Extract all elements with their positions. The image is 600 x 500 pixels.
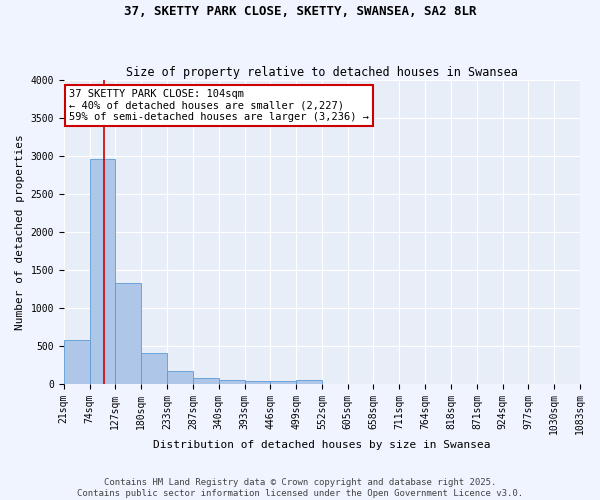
Bar — [89, 160, 115, 384]
Title: Size of property relative to detached houses in Swansea: Size of property relative to detached ho… — [126, 66, 518, 78]
Y-axis label: Number of detached properties: Number of detached properties — [15, 134, 25, 330]
Bar — [193, 378, 219, 384]
Text: Contains HM Land Registry data © Crown copyright and database right 2025.
Contai: Contains HM Land Registry data © Crown c… — [77, 478, 523, 498]
Bar — [141, 353, 167, 384]
Bar — [115, 284, 141, 384]
Text: 37, SKETTY PARK CLOSE, SKETTY, SWANSEA, SA2 8LR: 37, SKETTY PARK CLOSE, SKETTY, SWANSEA, … — [124, 5, 476, 18]
Text: 37 SKETTY PARK CLOSE: 104sqm
← 40% of detached houses are smaller (2,227)
59% of: 37 SKETTY PARK CLOSE: 104sqm ← 40% of de… — [69, 89, 369, 122]
Bar — [167, 372, 193, 384]
Bar — [245, 382, 271, 384]
Bar — [271, 382, 296, 384]
Bar — [64, 340, 89, 384]
Bar — [219, 380, 245, 384]
Bar — [296, 380, 322, 384]
X-axis label: Distribution of detached houses by size in Swansea: Distribution of detached houses by size … — [153, 440, 491, 450]
